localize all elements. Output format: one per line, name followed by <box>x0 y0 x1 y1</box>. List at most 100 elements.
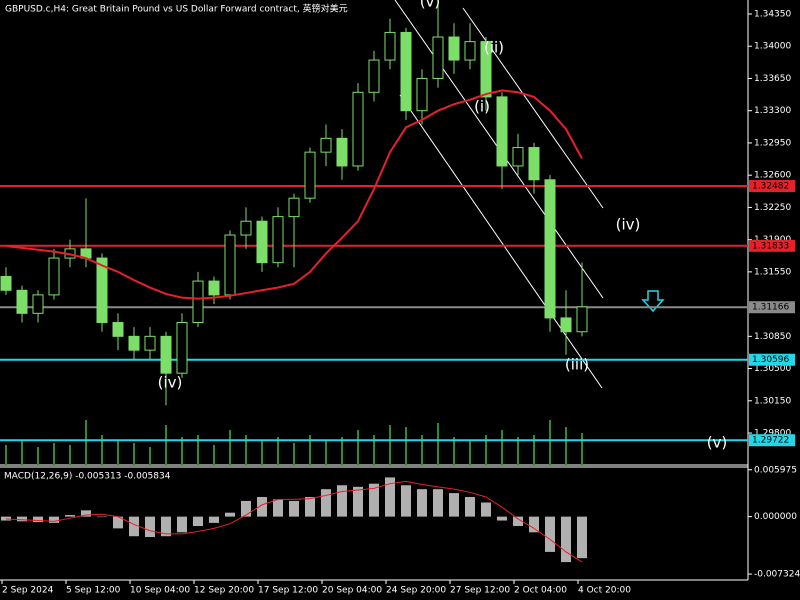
wave-label: (v) <box>707 434 728 452</box>
price-level-box <box>749 301 795 314</box>
macd-bar <box>65 515 75 517</box>
macd-bar <box>97 516 107 518</box>
volume-bar <box>165 425 167 465</box>
volume-bar <box>357 430 359 465</box>
volume-bar <box>5 445 7 465</box>
y-tick-label: 1.32600 <box>754 171 791 181</box>
volume-bar <box>133 443 135 465</box>
x-tick-label: 20 Sep 04:00 <box>322 586 382 596</box>
candle-body <box>464 41 476 61</box>
volume-bar <box>389 425 391 465</box>
candle-body <box>192 280 204 324</box>
macd-title: MACD(12,26,9) -0.005313 -0.005834 <box>4 472 171 482</box>
volume-bar <box>261 440 263 465</box>
volume-bar <box>197 435 199 465</box>
volume-bar <box>213 445 215 465</box>
volume-bar <box>469 440 471 465</box>
macd-bar <box>33 516 43 523</box>
volume-bar <box>181 437 183 465</box>
price-level-box <box>749 180 795 193</box>
volume-bar <box>229 430 231 465</box>
macd-bar <box>273 499 283 517</box>
macd-bar <box>369 483 379 517</box>
candle-body <box>256 220 268 264</box>
macd-bar <box>161 516 171 537</box>
wave-label: (ii) <box>484 39 504 57</box>
volume-bar <box>53 443 55 465</box>
candle-body <box>176 322 188 374</box>
y-tick-label: 1.30150 <box>754 396 791 406</box>
macd-y-tick-label: -0.007324 <box>754 570 800 580</box>
candle-body <box>416 77 428 112</box>
macd-bar <box>497 516 507 521</box>
volume-bar <box>373 435 375 465</box>
candle-body <box>432 36 444 79</box>
volume-bar <box>405 427 407 465</box>
y-tick-label: 1.33300 <box>754 106 791 116</box>
volume-bar <box>421 435 423 465</box>
macd-bar <box>209 516 219 523</box>
volume-bar <box>117 440 119 465</box>
volume-bar <box>69 445 71 465</box>
x-tick-label: 2 Sep 2024 <box>2 586 54 596</box>
macd-signal <box>5 480 583 563</box>
wave-label: (iii) <box>565 356 589 374</box>
volume-bar <box>277 437 279 465</box>
macd-y-tick-label: 0.005975 <box>754 465 797 475</box>
candle-body <box>128 335 140 351</box>
candle-body <box>512 147 524 167</box>
candle-body <box>336 137 348 167</box>
candle-body <box>448 36 460 61</box>
chart-title: GBPUSD.c,H4: Great Britain Pound vs US D… <box>5 3 348 15</box>
macd-bar <box>545 516 555 552</box>
macd-bar <box>49 516 59 523</box>
y-tick-label: 1.32950 <box>754 138 791 148</box>
price-level-label: 1.29722 <box>752 436 789 446</box>
candle-body <box>576 306 588 333</box>
volume-bar <box>85 420 87 465</box>
candle-body <box>160 335 172 374</box>
x-tick-label: 12 Sep 20:00 <box>194 586 254 596</box>
macd-bar <box>353 486 363 517</box>
y-tick-label: 1.34350 <box>754 9 791 19</box>
macd-bar <box>257 497 267 517</box>
candle-body <box>400 31 412 112</box>
candle-body <box>48 257 60 296</box>
volume-bar <box>37 447 39 465</box>
candle-body <box>304 151 316 199</box>
macd-bar <box>465 497 475 517</box>
channel-line <box>399 94 603 389</box>
y-tick-label: 1.31550 <box>754 267 791 277</box>
candle-body <box>208 280 220 296</box>
volume-bar <box>149 447 151 465</box>
volume-bar <box>21 440 23 465</box>
x-tick-label: 5 Sep 12:00 <box>66 586 121 596</box>
candle-body <box>368 59 380 93</box>
candle-body <box>32 294 44 314</box>
macd-bar <box>433 489 443 517</box>
macd-bar <box>145 516 155 538</box>
x-tick-label: 4 Oct 20:00 <box>578 586 631 596</box>
macd-bar <box>577 516 587 559</box>
candle-body <box>240 220 252 236</box>
volume-bar <box>485 435 487 465</box>
x-tick-label: 24 Sep 20:00 <box>386 586 446 596</box>
volume-bar <box>453 437 455 465</box>
volume-bar <box>341 437 343 465</box>
volume-bar <box>533 435 535 465</box>
volume-bar <box>293 443 295 465</box>
macd-bar <box>241 500 251 517</box>
volume-bar <box>549 420 551 465</box>
macd-bar <box>529 516 539 533</box>
macd-bar <box>449 493 459 517</box>
volume-bar <box>245 435 247 465</box>
price-level-label: 1.32482 <box>752 182 789 192</box>
wave-label: (i) <box>474 98 490 116</box>
candle-body <box>144 335 156 351</box>
x-tick-label: 27 Sep 12:00 <box>450 586 510 596</box>
candle-body <box>288 197 300 218</box>
y-tick-label: 1.33650 <box>754 74 791 84</box>
candle-body <box>0 275 12 291</box>
